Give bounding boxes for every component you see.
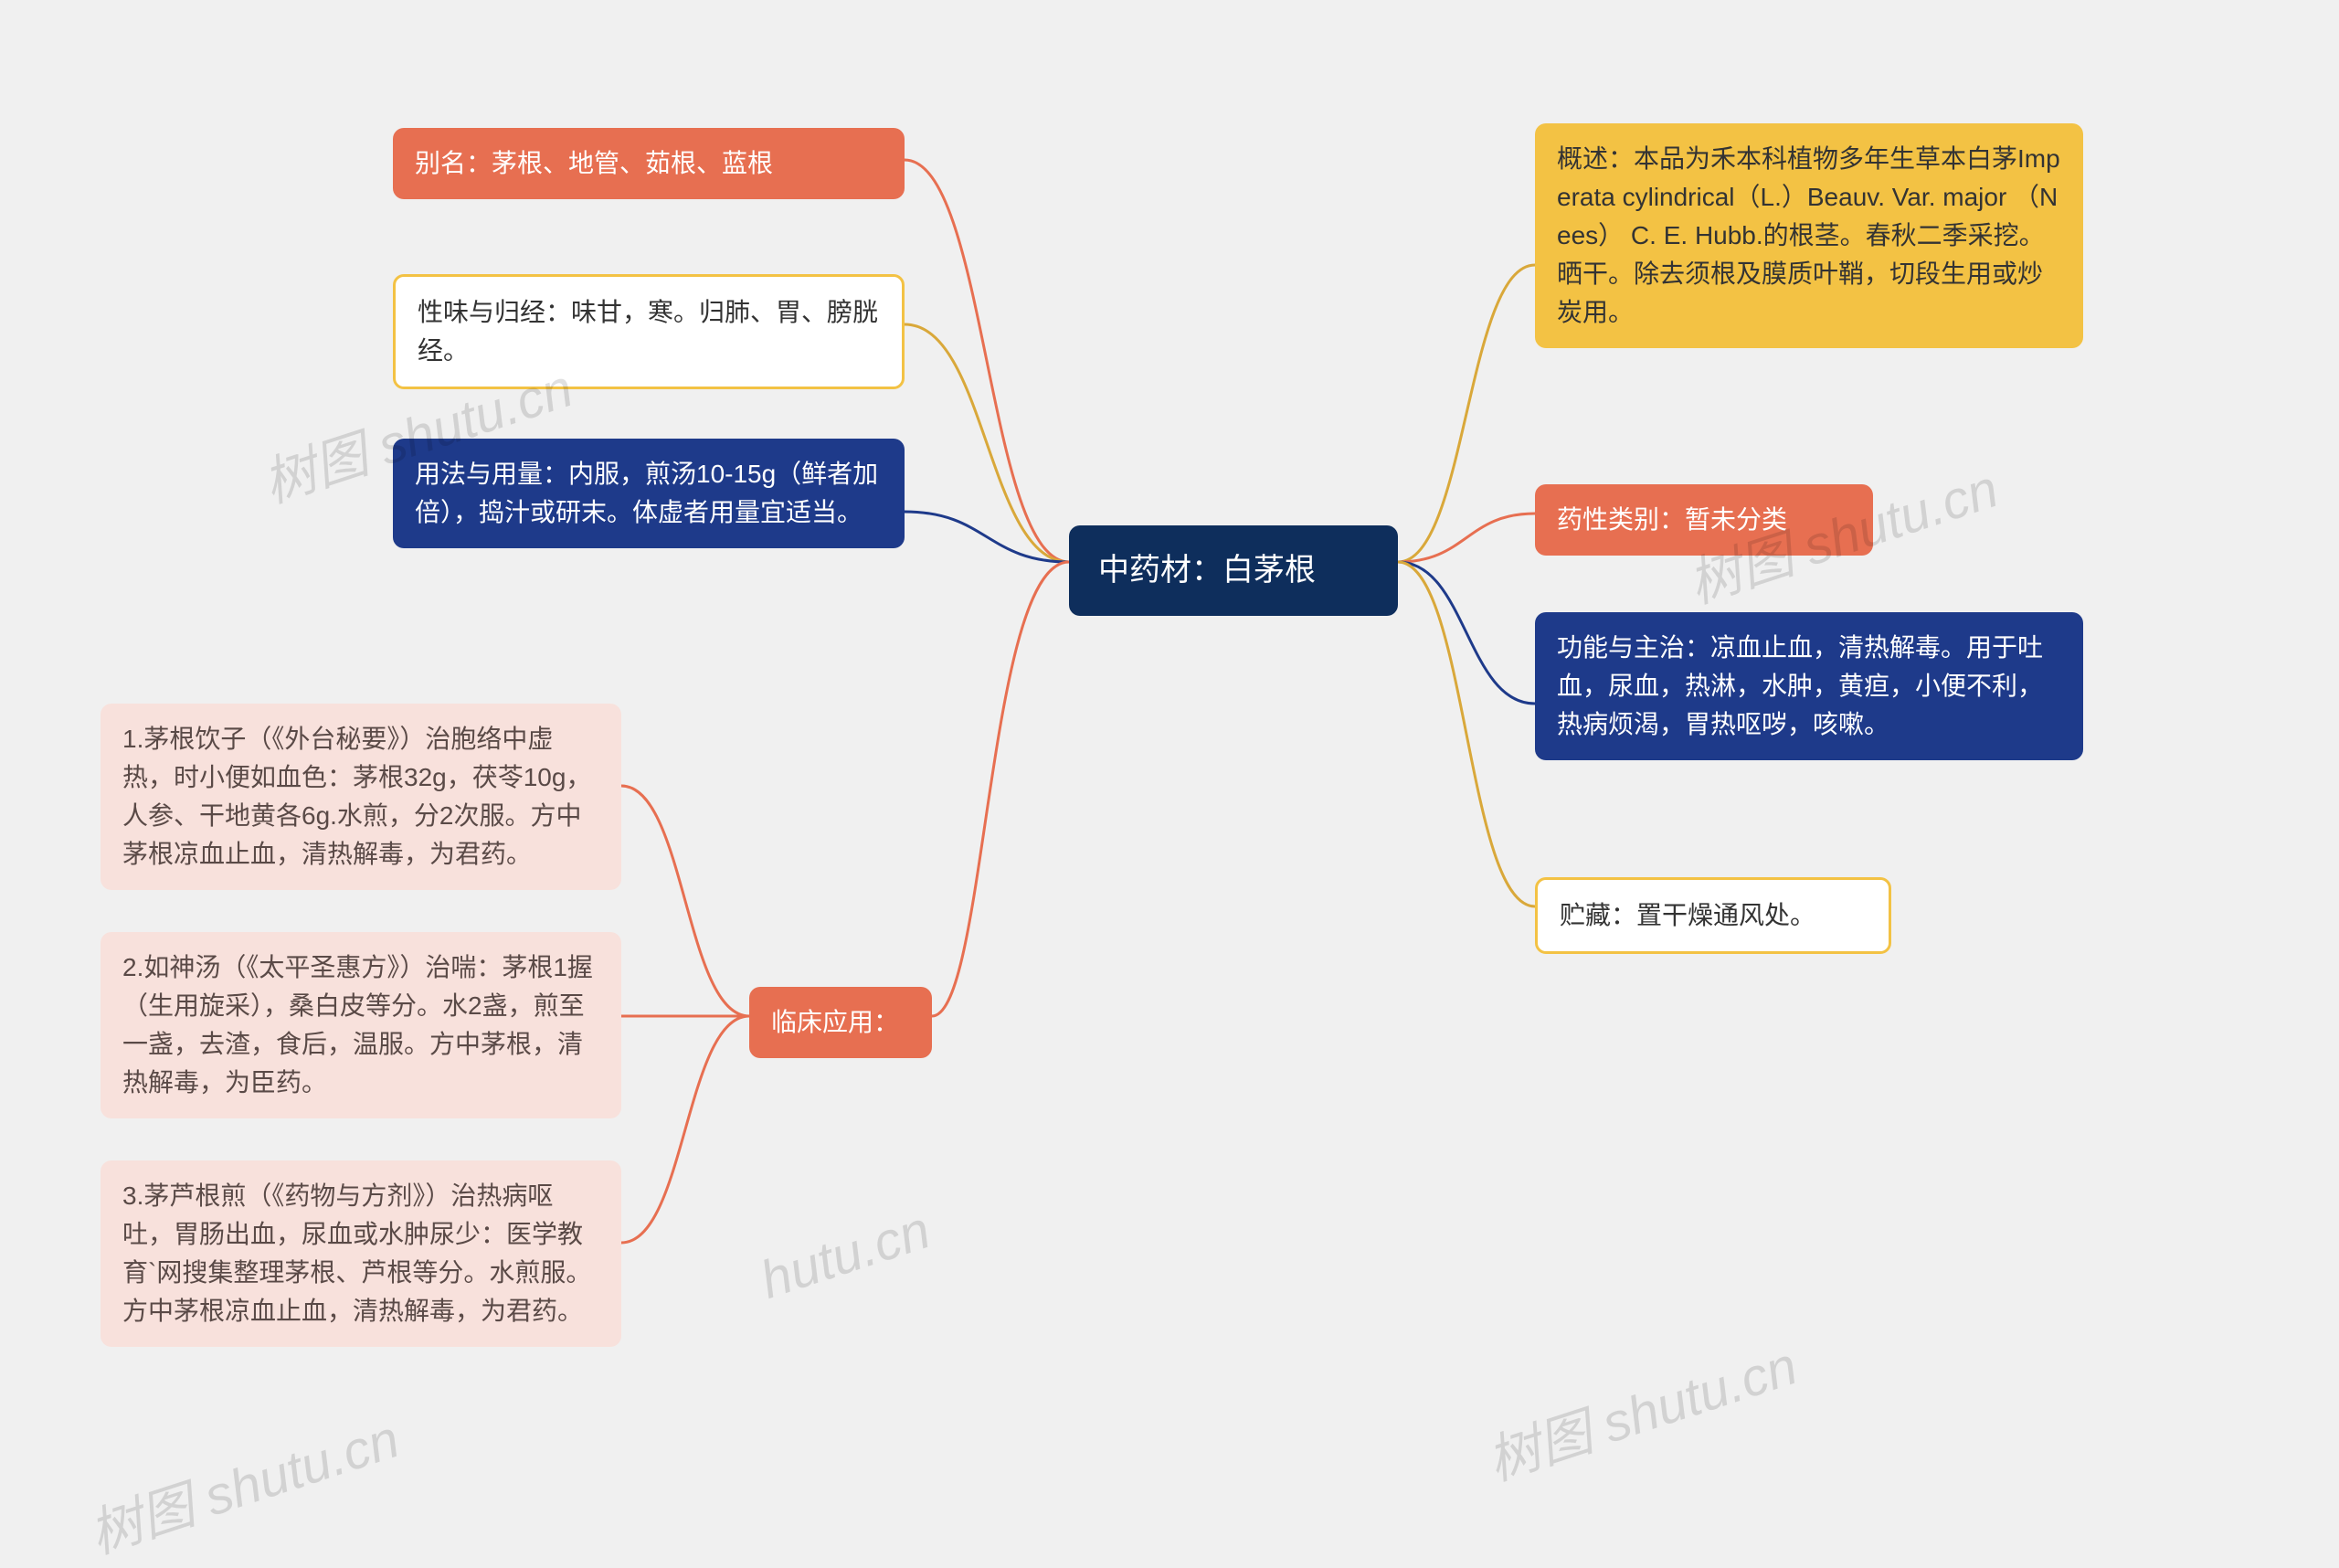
node-storage: 贮藏：置干燥通风处。 [1535, 877, 1891, 954]
watermark: hutu.cn [753, 1199, 937, 1311]
node-alias: 别名：茅根、地管、茹根、蓝根 [393, 128, 905, 199]
node-clinical-2: 2.如神汤（《太平圣惠方》）治喘：茅根1握（生用旋采），桑白皮等分。水2盏，煎至… [101, 932, 621, 1118]
node-clinical: 临床应用： [749, 987, 932, 1058]
node-clinical-3: 3.茅芦根煎（《药物与方剂》）治热病呕吐，胃肠出血，尿血或水肿尿少：医学教育`网… [101, 1160, 621, 1347]
node-function: 功能与主治：凉血止血，清热解毒。用于吐血，尿血，热淋，水肿，黄疸，小便不利，热病… [1535, 612, 2083, 760]
node-flavor: 性味与归经：味甘，寒。归肺、胃、膀胱经。 [393, 274, 905, 389]
node-usage: 用法与用量：内服，煎汤10-15g（鲜者加倍），捣汁或研末。体虚者用量宜适当。 [393, 439, 905, 548]
node-overview: 概述：本品为禾本科植物多年生草本白茅Imperata cylindrical（L… [1535, 123, 2083, 348]
node-category: 药性类别：暂未分类 [1535, 484, 1873, 556]
center-node: 中药材：白茅根 [1069, 525, 1398, 616]
node-clinical-1: 1.茅根饮子（《外台秘要》）治胞络中虚热，时小便如血色：茅根32g，茯苓10g，… [101, 704, 621, 890]
watermark: 树图 shutu.cn [79, 1396, 407, 1568]
watermark: 树图 shutu.cn [1476, 1323, 1805, 1495]
